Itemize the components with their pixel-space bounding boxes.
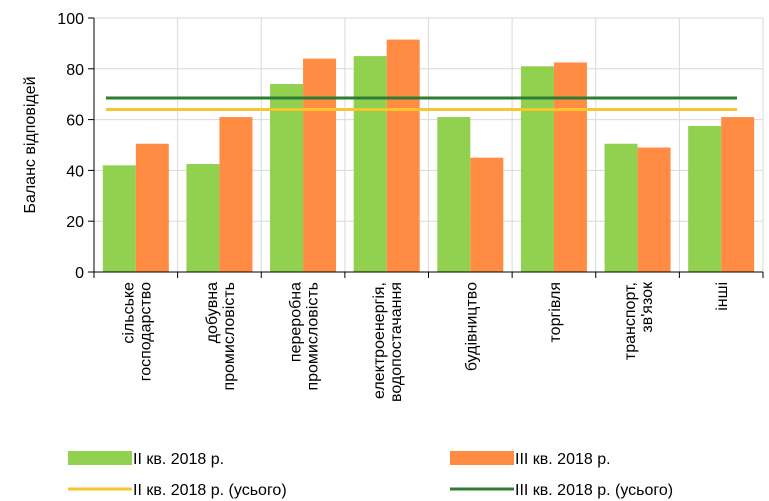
legend-label: III кв. 2018 р. — [515, 451, 611, 468]
category-label: добувна — [204, 282, 221, 343]
category-label: господарство — [137, 282, 154, 381]
y-tick-label: 20 — [66, 214, 84, 231]
legend-label: II кв. 2018 р. (усього) — [133, 482, 287, 499]
category-label: транспорт, — [622, 282, 639, 360]
y-tick-label: 100 — [57, 11, 84, 28]
category-label: торгівля — [547, 282, 564, 342]
bar-q3 — [386, 39, 420, 273]
total-lines — [106, 96, 737, 111]
y-tick-label: 60 — [66, 113, 84, 130]
bar-q3 — [553, 62, 587, 273]
legend-label: II кв. 2018 р. — [133, 451, 224, 468]
category-label: електроенергія, — [371, 282, 388, 399]
category-label: переробна — [288, 282, 305, 362]
category-label: зв'язок — [639, 281, 656, 333]
bar-q3 — [637, 147, 671, 272]
bar-q3 — [721, 117, 755, 272]
bar-q2 — [186, 164, 220, 272]
category-labels: сільське господарство добувна промисловість… — [120, 281, 731, 402]
legend: II кв. 2018 р. III кв. 2018 р. II кв. 2018… — [68, 451, 673, 499]
bar-q3 — [470, 157, 504, 272]
category-label: будівництво — [463, 282, 480, 371]
y-tick-label: 0 — [75, 265, 84, 282]
bar-q3 — [135, 143, 169, 272]
category-label: інші — [714, 282, 731, 311]
bar-q2 — [520, 66, 554, 272]
y-tick-labels: 0 20 40 60 80 100 — [57, 11, 84, 282]
bar-q2 — [270, 84, 304, 272]
legend-label: III кв. 2018 р. (усього) — [515, 482, 673, 499]
axes — [88, 17, 764, 278]
bars — [102, 39, 755, 273]
bar-q3 — [303, 58, 337, 272]
bar-q2 — [437, 117, 471, 272]
legend-swatch — [68, 451, 132, 465]
category-label: водопостачання — [388, 282, 405, 402]
category-label: промисловість — [305, 282, 322, 391]
bar-q2 — [102, 165, 136, 272]
y-axis-label: Баланс відповідей — [22, 76, 39, 213]
y-tick-label: 40 — [66, 163, 84, 180]
bar-q2 — [688, 125, 722, 272]
bar-q2 — [353, 56, 387, 272]
bar-q2 — [604, 143, 638, 272]
category-label: промисловість — [221, 282, 238, 391]
bar-q3 — [219, 117, 253, 272]
y-tick-label: 80 — [66, 62, 84, 79]
legend-swatch — [450, 451, 514, 465]
category-label: сільське — [120, 282, 137, 344]
